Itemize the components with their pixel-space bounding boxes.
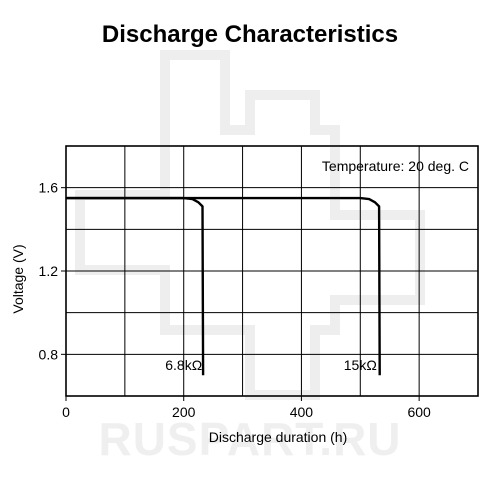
temperature-annotation: Temperature: 20 deg. C xyxy=(322,158,469,174)
x-tick-label: 200 xyxy=(172,404,196,420)
x-axis-label: Discharge duration (h) xyxy=(209,429,348,445)
plot-frame xyxy=(65,145,479,397)
series-label: 6.8kΩ xyxy=(165,357,202,373)
x-tick-label: 400 xyxy=(290,404,314,420)
x-tick-label: 0 xyxy=(62,404,70,420)
watermark-text: RUSPART.RU xyxy=(98,413,401,465)
series-label: 15kΩ xyxy=(344,357,377,373)
tick-labels: 0 200 400 600 0.8 1.2 1.6 xyxy=(39,180,432,420)
grid xyxy=(66,146,478,396)
y-axis-label: Voltage (V) xyxy=(10,244,26,313)
y-tick-label: 1.2 xyxy=(39,263,59,279)
chart-title: Discharge Characteristics xyxy=(102,21,398,48)
watermark-cross-shape xyxy=(75,50,425,400)
series-group: 6.8kΩ 15kΩ xyxy=(66,196,381,376)
series-line xyxy=(66,196,205,376)
x-tick-label: 600 xyxy=(407,404,431,420)
y-tick-label: 0.8 xyxy=(39,346,59,362)
watermark: RUSPART.RU xyxy=(75,50,425,465)
series-line xyxy=(66,196,381,376)
y-tick-label: 1.6 xyxy=(39,180,59,196)
